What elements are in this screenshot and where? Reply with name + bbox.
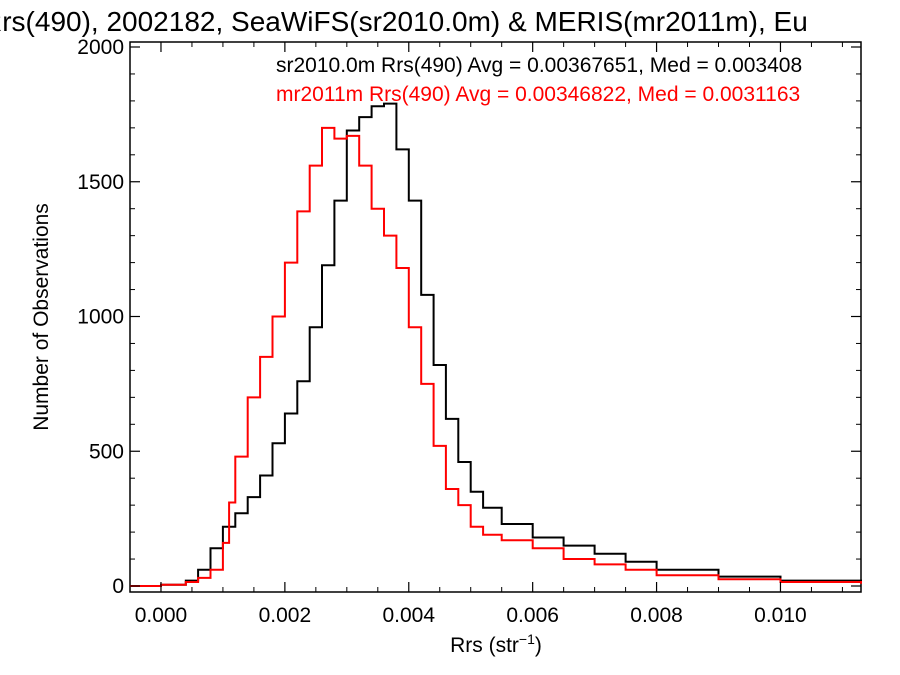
x-tick-label: 0.008 (630, 604, 683, 627)
series-layer (130, 102, 862, 587)
x-tick-label: 0.010 (754, 604, 807, 627)
x-axis-label-text: Rrs (str (450, 634, 519, 657)
series-line-sr2010.0m (130, 102, 862, 587)
x-tick-label: 0.006 (506, 604, 559, 627)
y-axis-label: Number of Observations (30, 203, 53, 431)
series-annotation-mr2011: mr2011m Rrs(490) Avg = 0.00346822, Med =… (276, 83, 800, 106)
x-axis: 0.000 0.002 0.004 0.006 0.008 0.010 (135, 42, 843, 627)
x-axis-label-close: ) (535, 634, 542, 657)
y-tick-label: 2000 (77, 36, 124, 59)
y-tick-label: 0 (112, 575, 124, 598)
x-axis-label: Rrs (str−1) (450, 631, 542, 657)
x-tick-label: 0.002 (259, 604, 312, 627)
chart-title: Rrs(490), 2002182, SeaWiFS(sr2010.0m) & … (0, 6, 808, 37)
x-tick-label: 0.000 (135, 604, 188, 627)
y-tick-label: 1500 (77, 171, 124, 194)
y-tick-label: 1000 (77, 306, 124, 329)
y-axis: 0 500 1000 1500 2000 (77, 36, 861, 598)
x-tick-label: 0.004 (382, 604, 435, 627)
plot-frame (129, 41, 862, 593)
y-tick-label: 500 (89, 440, 124, 463)
x-axis-label-exponent: −1 (519, 631, 535, 647)
series-line-mr2011m (130, 126, 862, 587)
series-annotation-sr2010: sr2010.0m Rrs(490) Avg = 0.00367651, Med… (276, 54, 802, 77)
